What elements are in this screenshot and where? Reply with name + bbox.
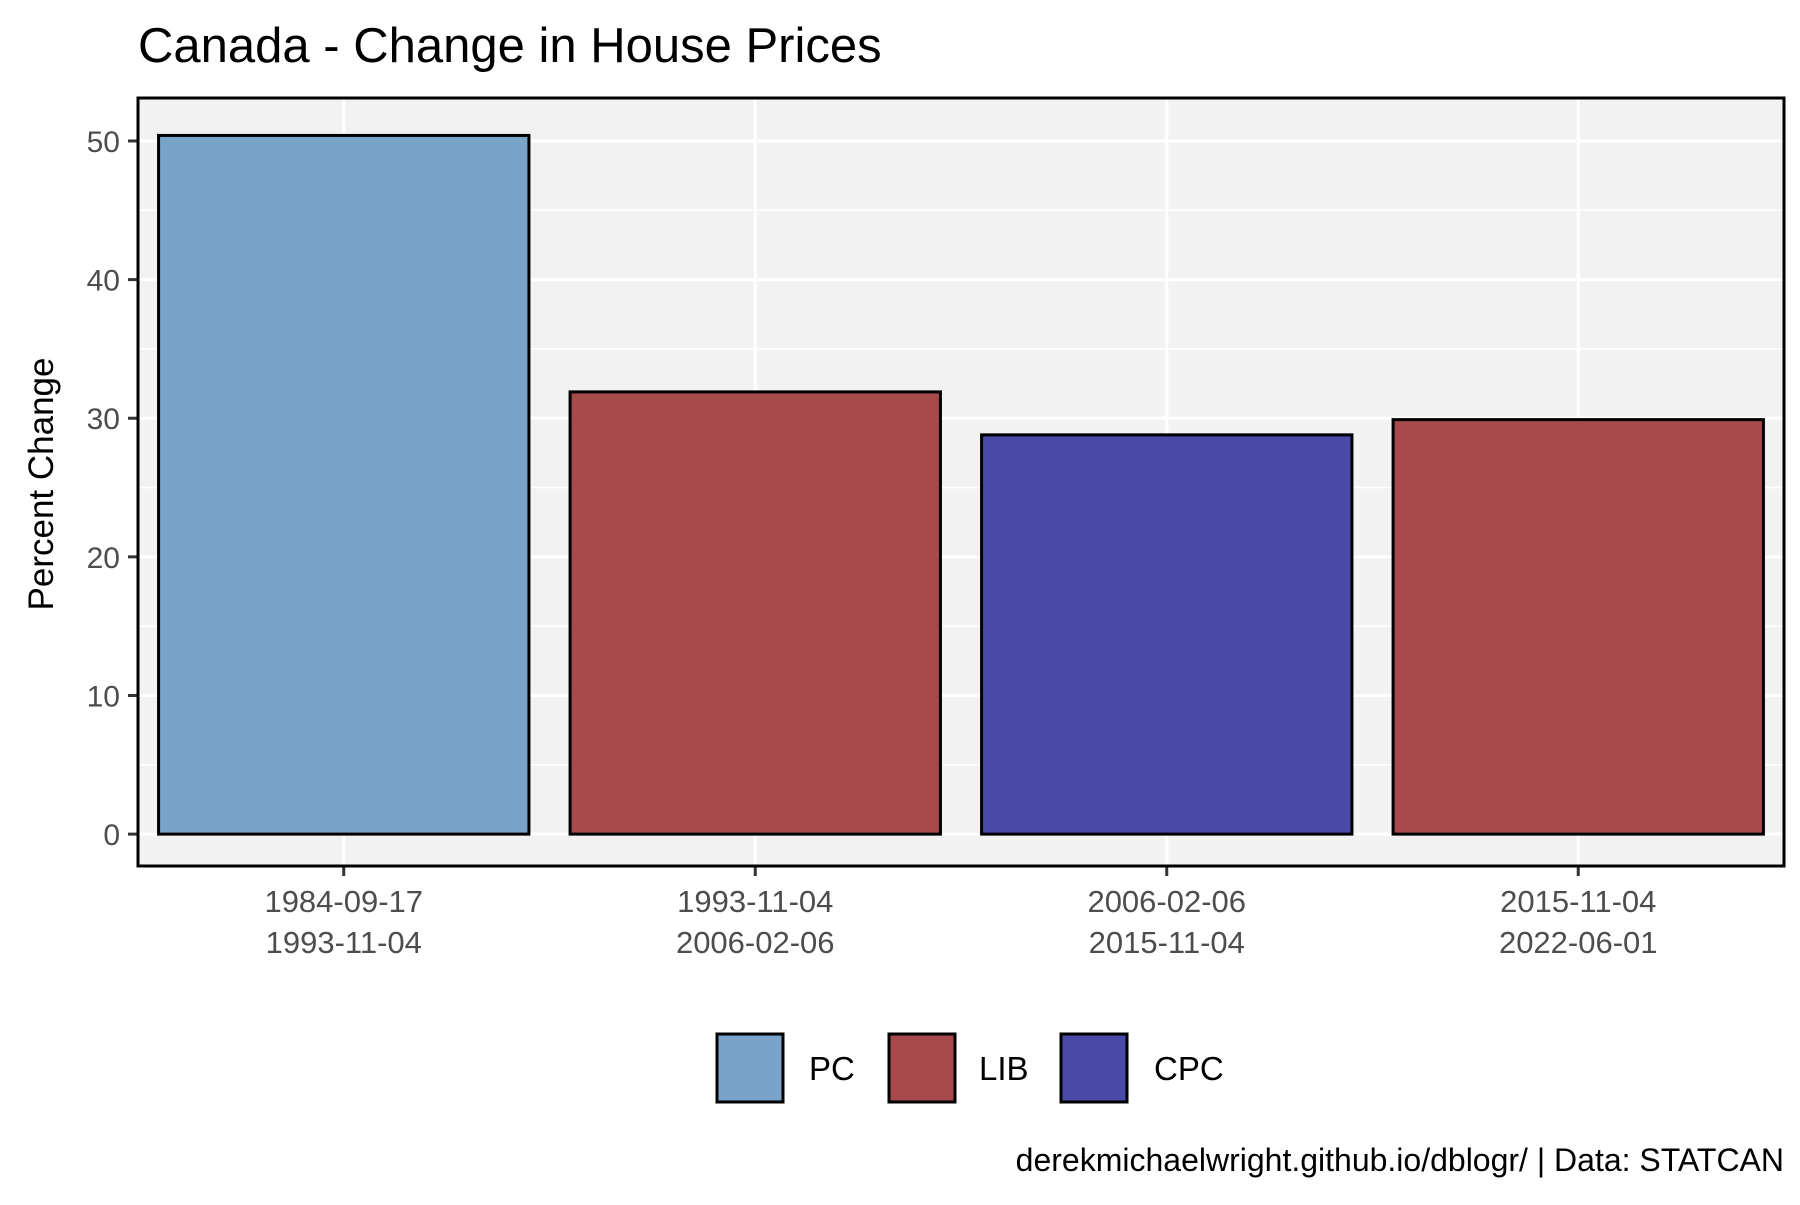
chart-caption: derekmichaelwright.github.io/dblogr/ | D… xyxy=(1016,1142,1784,1178)
x-tick-label: 1993-11-04 xyxy=(677,884,833,919)
legend: PC LIB CPC xyxy=(715,1032,1224,1104)
bar-pc xyxy=(157,133,531,836)
bar-lib xyxy=(568,390,942,836)
x-tick-label: 2015-11-04 xyxy=(1089,925,1245,960)
legend-key-cpc xyxy=(1059,1032,1129,1104)
bar-series xyxy=(136,96,1786,868)
bar-lib xyxy=(1391,418,1765,836)
x-axis: 1984-09-17 1993-11-04 1993-11-04 2006-02-06… xyxy=(264,866,1658,960)
y-axis: 0 10 20 30 40 50 xyxy=(87,126,138,852)
legend-label-pc: PC xyxy=(809,1050,855,1087)
y-axis-title: Percent Change xyxy=(22,358,61,611)
x-tick-label: 1993-11-04 xyxy=(266,925,422,960)
y-tick-label: 40 xyxy=(87,265,120,298)
x-tick-label: 1984-09-17 xyxy=(264,884,423,919)
legend-key-pc xyxy=(715,1032,785,1104)
legend-key-lib xyxy=(887,1032,957,1104)
y-tick-label: 0 xyxy=(103,819,120,852)
y-tick-label: 30 xyxy=(87,403,120,436)
legend-label-cpc: CPC xyxy=(1154,1050,1224,1087)
y-tick-label: 10 xyxy=(87,680,120,713)
bar-cpc xyxy=(980,433,1354,836)
x-tick-label: 2022-06-01 xyxy=(1499,925,1658,960)
legend-label-lib: LIB xyxy=(979,1050,1029,1087)
panel-border xyxy=(136,96,1786,868)
y-tick-label: 20 xyxy=(87,542,120,575)
x-tick-label: 2006-02-06 xyxy=(676,925,835,960)
y-tick-label: 50 xyxy=(87,126,120,159)
x-tick-label: 2006-02-06 xyxy=(1087,884,1246,919)
x-tick-label: 2015-11-04 xyxy=(1500,884,1656,919)
chart-title: Canada - Change in House Prices xyxy=(138,19,882,73)
